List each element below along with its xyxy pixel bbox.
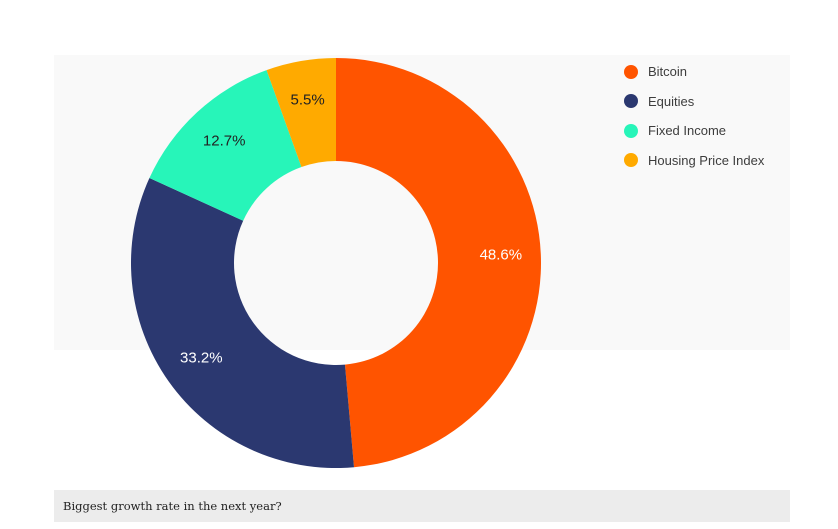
legend-item-equities: Equities <box>624 87 764 117</box>
legend-swatch <box>624 123 638 138</box>
legend-swatch <box>624 153 638 168</box>
legend-label: Fixed Income <box>648 123 727 139</box>
legend-label: Housing Price Index <box>648 152 765 168</box>
slice-label-bitcoin: 48.6% <box>480 247 523 264</box>
legend-item-housing-price-index: Housing Price Index <box>624 146 764 176</box>
slice-fixed-income <box>149 70 302 221</box>
slice-label-fixed-income: 12.7% <box>203 133 246 150</box>
legend-label: Equities <box>648 93 695 109</box>
slice-label-housing-price-index: 5.5% <box>291 91 325 108</box>
legend-item-bitcoin: Bitcoin <box>624 57 764 87</box>
legend-swatch <box>624 94 638 109</box>
slice-housing-price-index <box>266 58 336 168</box>
slice-bitcoin <box>336 58 542 468</box>
chart-caption: Biggest growth rate in the next year? <box>54 490 790 522</box>
legend-item-fixed-income: Fixed Income <box>624 116 764 146</box>
chart-legend: Bitcoin Equities Fixed Income Housing Price… <box>624 57 764 175</box>
slice-equities <box>130 178 355 468</box>
slice-label-equities: 33.2% <box>180 349 223 366</box>
legend-label: Bitcoin <box>648 64 688 80</box>
legend-swatch <box>624 64 638 79</box>
